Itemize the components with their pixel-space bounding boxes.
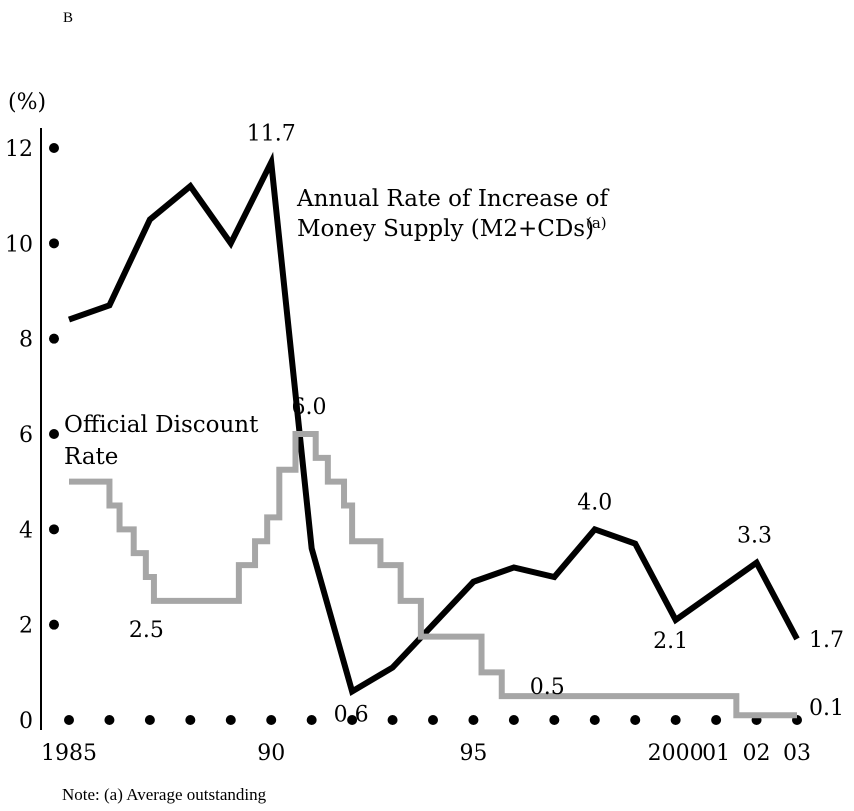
y-axis-label: (%) <box>8 90 46 115</box>
x-tick-label: 01 <box>702 741 730 766</box>
x-grid-dot <box>428 715 438 725</box>
data-label: 1.7 <box>809 628 844 653</box>
series-name-superscript: (a) <box>586 214 607 232</box>
data-label: 11.7 <box>247 121 296 146</box>
data-label: 3.3 <box>737 524 772 549</box>
discount-rate-line <box>69 431 797 719</box>
x-grid-dot <box>387 715 398 725</box>
x-tick-label: 90 <box>257 741 285 766</box>
y-grid-dot <box>49 333 59 344</box>
x-grid-dot <box>630 715 641 725</box>
series-name-money-supply-line2: Money Supply (M2+CDs) <box>297 216 594 242</box>
y-tick-label: 8 <box>19 328 33 353</box>
x-grid-dot <box>225 715 236 725</box>
data-label: 0.1 <box>809 696 844 721</box>
x-grid-dot <box>589 715 600 725</box>
x-grid-dot <box>670 715 681 725</box>
data-label: 6.0 <box>291 395 326 420</box>
data-label: 2.5 <box>129 618 164 643</box>
x-tick-label: 2000 <box>648 741 704 766</box>
x-tick-label: 02 <box>743 741 771 766</box>
data-label: 0.6 <box>334 702 369 727</box>
x-grid-dot <box>64 715 74 725</box>
data-label: 0.5 <box>530 675 565 700</box>
x-grid-dot <box>104 715 115 725</box>
x-grid-dot <box>549 715 560 725</box>
x-grid-dot <box>306 715 317 725</box>
y-tick-label: 12 <box>5 137 33 162</box>
y-tick-label: 6 <box>19 423 33 448</box>
footnote: Note: (a) Average outstanding <box>62 785 267 804</box>
data-label: 2.1 <box>653 629 688 654</box>
x-grid-dot <box>347 715 358 725</box>
series-name-discount-line1: Official Discount <box>64 412 259 438</box>
y-tick-label: 10 <box>5 232 33 257</box>
x-tick-label: 03 <box>783 741 811 766</box>
x-tick-label: 95 <box>459 741 487 766</box>
y-tick-label: 0 <box>19 709 33 734</box>
x-tick-label: 1985 <box>41 741 97 766</box>
y-tick-label: 4 <box>19 518 33 543</box>
x-grid-dot <box>468 715 479 725</box>
y-grid-dot <box>49 619 59 630</box>
data-label: 4.0 <box>577 490 612 515</box>
header-letter: B <box>63 10 74 26</box>
x-grid-dot <box>185 715 196 725</box>
series-name-money-supply-line1: Annual Rate of Increase of <box>296 186 609 212</box>
money-supply-line <box>67 151 800 696</box>
y-grid-dot <box>49 429 59 439</box>
x-grid-dot <box>266 715 277 725</box>
x-grid-dot <box>508 715 519 725</box>
y-grid-dot <box>49 238 59 249</box>
x-grid-dot <box>711 715 722 725</box>
y-grid-dot <box>49 143 59 153</box>
y-tick-label: 2 <box>19 614 33 639</box>
series-name-discount-line2: Rate <box>64 444 118 470</box>
x-grid-dot <box>144 715 155 725</box>
y-grid-dot <box>49 524 59 535</box>
